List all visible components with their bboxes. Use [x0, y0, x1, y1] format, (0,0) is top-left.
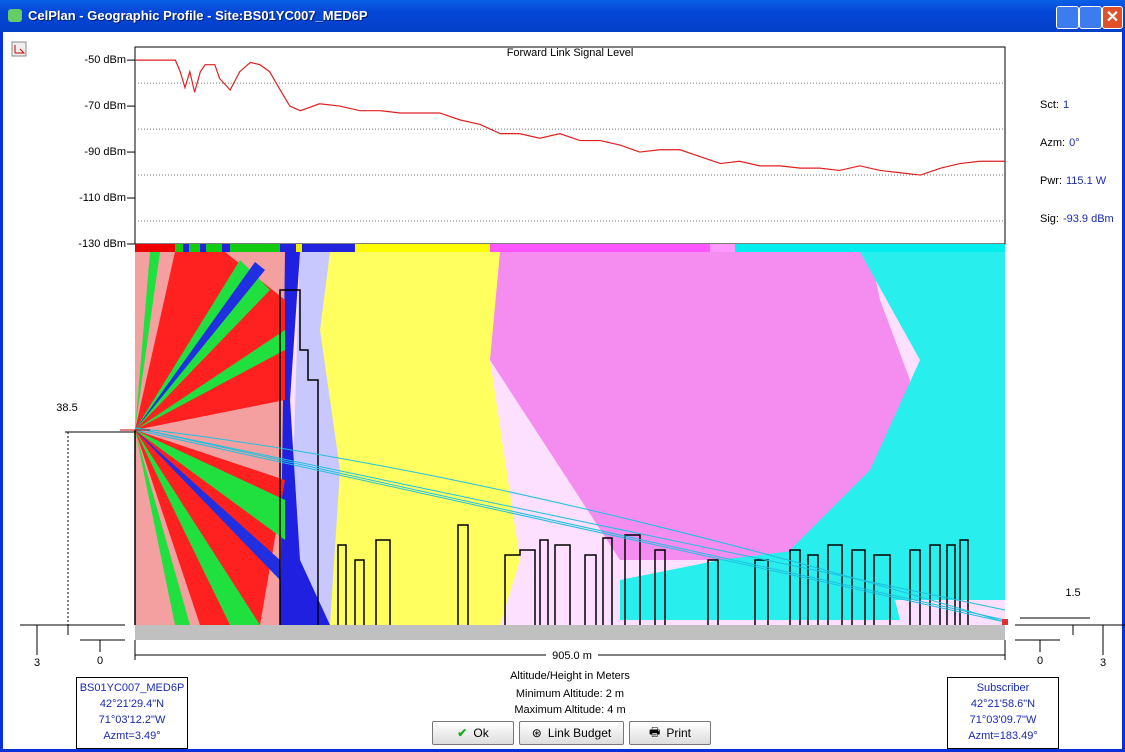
coordinate-line: BS01YC007_MED6P: [77, 680, 187, 696]
info-label: Azm:: [1040, 137, 1065, 149]
coordinate-line: 42°21'29.4"N: [77, 696, 187, 712]
rx-height: 1.5: [1065, 587, 1080, 599]
min-altitude: Minimum Altitude: 2 m: [516, 688, 624, 700]
link-icon: ⊛: [532, 726, 542, 740]
page: CelPlan - Geographic Profile - Site:BS01…: [0, 0, 1125, 752]
info-row: Sig: -93.9 dBm: [1040, 200, 1114, 238]
chart-title: Forward Link Signal Level: [507, 47, 634, 59]
coordinate-line: Subscriber: [948, 680, 1058, 696]
y-tick-label: -50 dBm: [84, 54, 126, 66]
print-button[interactable]: 🖶 Print: [629, 721, 711, 745]
coordinate-line: 71°03'09.7"W: [948, 712, 1058, 728]
tx-height: 38.5: [56, 402, 77, 414]
info-row: Sct: 1: [1040, 86, 1114, 124]
info-label: Pwr:: [1040, 175, 1062, 187]
print-icon: 🖶: [649, 723, 660, 744]
ok-button[interactable]: ✔ Ok: [432, 721, 514, 745]
caption: Altitude/Height in Meters: [510, 670, 630, 682]
profile-view: Forward Link Signal Level: [0, 0, 1125, 752]
info-row: Azm: 0°: [1040, 124, 1114, 162]
coordinate-line: 71°03'12.2"W: [77, 712, 187, 728]
y-tick-label: -130 dBm: [78, 238, 126, 250]
button-label: Link Budget: [548, 726, 611, 740]
info-value: -93.9 dBm: [1063, 213, 1114, 225]
button-label: Print: [666, 726, 691, 740]
info-value: 1: [1063, 99, 1069, 111]
coordinate-line: Azmt=3.49°: [77, 728, 187, 744]
info-row: Pwr: 115.1 W: [1040, 162, 1114, 200]
y-tick-label: -70 dBm: [84, 100, 126, 112]
info-value: 0°: [1069, 137, 1080, 149]
link-budget-button[interactable]: ⊛ Link Budget: [519, 721, 624, 745]
max-altitude: Maximum Altitude: 4 m: [514, 704, 625, 716]
left-altitude: 3: [34, 657, 40, 669]
left-ground: 0: [97, 655, 103, 667]
info-value: 115.1 W: [1066, 175, 1106, 187]
y-tick-label: -90 dBm: [84, 146, 126, 158]
y-tick-label: -110 dBm: [79, 192, 126, 204]
coordinate-line: Azmt=183.49°: [948, 728, 1058, 744]
button-label: Ok: [473, 726, 488, 740]
ok-icon: ✔: [457, 726, 467, 740]
right-ground: 0: [1037, 655, 1043, 667]
info-label: Sct:: [1040, 99, 1059, 111]
sector-info: Sct: 1 Azm: 0° Pwr: 115.1 W Sig: -93.9 dBm: [1040, 86, 1114, 238]
coordinate-line: 42°21'58.6"N: [948, 696, 1058, 712]
signal-plot-frame: [135, 47, 1005, 244]
info-label: Sig:: [1040, 213, 1059, 225]
distance-label: 905.0 m: [552, 650, 592, 662]
toolbar-icon[interactable]: [12, 42, 26, 56]
right-altitude: 3: [1100, 657, 1106, 669]
sector-color-bar: [135, 244, 1005, 252]
